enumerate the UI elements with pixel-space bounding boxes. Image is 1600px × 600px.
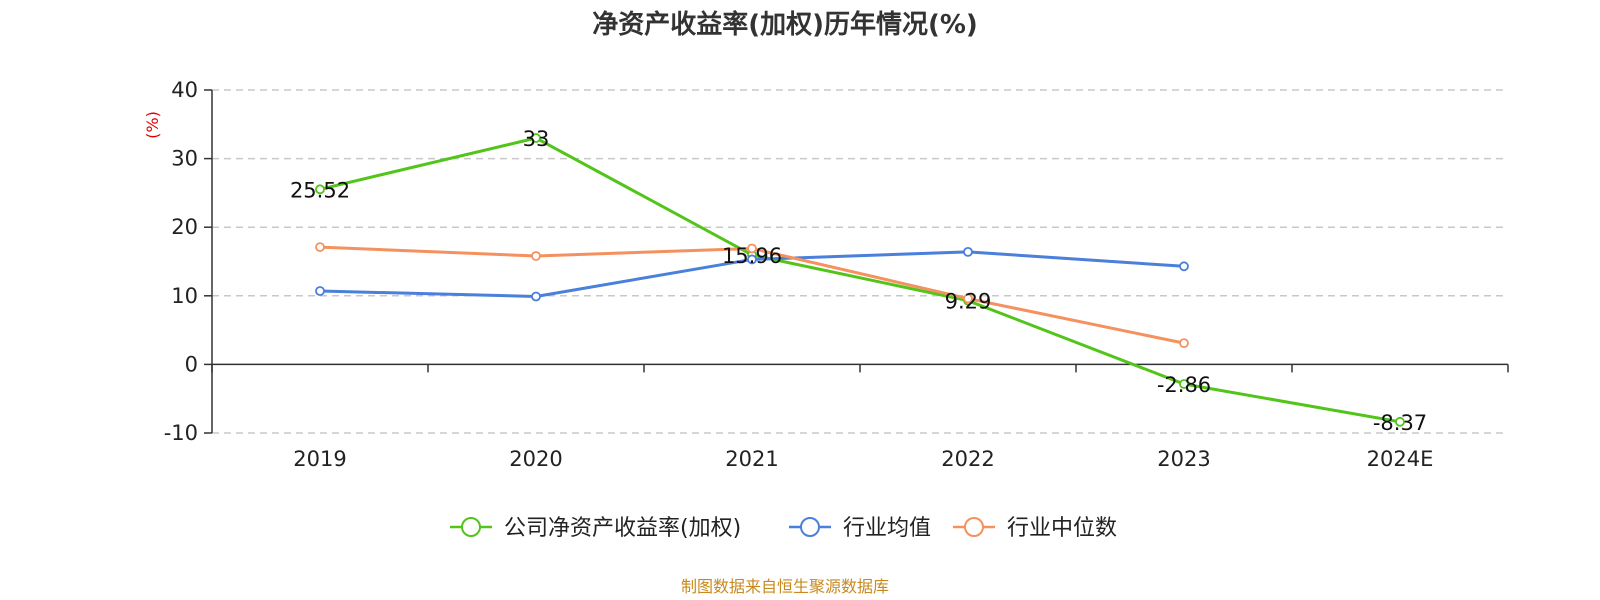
y-tick-label: -10: [164, 421, 198, 445]
x-tick-label: 2023: [1157, 447, 1210, 471]
y-tick-label: 0: [185, 352, 198, 376]
legend-item-2[interactable]: 行业中位数: [953, 516, 1117, 541]
data-point-s1-2[interactable]: [747, 254, 757, 265]
data-point-s1-0[interactable]: [315, 286, 325, 296]
x-tick-label: 2019: [293, 447, 346, 471]
y-tick-label: 20: [171, 215, 198, 239]
data-label: -2.86: [1157, 373, 1211, 397]
data-label: 9.29: [945, 290, 992, 314]
data-point-s0-5[interactable]: [1395, 416, 1405, 427]
data-point-s0-0[interactable]: [315, 184, 325, 195]
data-point-s2-4[interactable]: [1179, 338, 1189, 349]
legend-circle-marker: [800, 517, 820, 537]
legend-circle-marker: [964, 517, 984, 537]
data-point-s1-3[interactable]: [963, 246, 973, 257]
legend-circle-marker: [461, 517, 481, 537]
legend-label: 行业中位数: [1007, 516, 1117, 541]
data-point-s2-0[interactable]: [315, 242, 325, 252]
data-point-s2-2[interactable]: [747, 243, 757, 254]
y-tick-label: 40: [171, 78, 198, 102]
data-point-s0-4[interactable]: [1179, 379, 1189, 389]
x-tick-label: 2021: [725, 447, 778, 471]
data-point-s1-1[interactable]: [531, 291, 541, 302]
data-label: 15.96: [722, 244, 782, 268]
y-tick-label: 30: [171, 147, 198, 171]
chart-title: 净资产收益率(加权)历年情况(%): [592, 9, 978, 40]
x-tick-label: 2020: [509, 447, 562, 471]
series-lines: [315, 133, 1405, 427]
data-point-s2-3[interactable]: [963, 293, 973, 304]
grid: [212, 89, 1508, 434]
y-axis-unit-label: (%): [143, 111, 162, 139]
data-label: -8.37: [1373, 411, 1427, 435]
source-note: 制图数据来自恒生聚源数据库: [681, 577, 889, 596]
data-point-s0-1[interactable]: [531, 133, 541, 143]
data-label: 25.52: [290, 178, 350, 202]
data-labels: 25.52 33 15.96 9.29 -2.86 -8.37: [290, 127, 1427, 435]
data-point-s1-4[interactable]: [1179, 261, 1189, 272]
x-tick-label: 2024E: [1367, 447, 1434, 471]
axes: -10 0 10 20 30 40 2019 2020 2021 2022 2023 2024E: [164, 78, 1509, 471]
legend-label: 行业均值: [843, 516, 931, 541]
legend: 公司净资产收益率(加权) 行业均值 行业中位数: [450, 516, 1117, 541]
legend-item-0[interactable]: 公司净资产收益率(加权): [450, 516, 741, 541]
x-tick-label: 2022: [941, 447, 994, 471]
series-line-0: [319, 136, 1401, 424]
y-tick-label: 10: [171, 284, 198, 308]
legend-label: 公司净资产收益率(加权): [504, 516, 741, 541]
legend-item-1[interactable]: 行业均值: [789, 516, 931, 541]
data-point-s2-1[interactable]: [531, 251, 541, 261]
data-label: 33: [523, 127, 550, 151]
